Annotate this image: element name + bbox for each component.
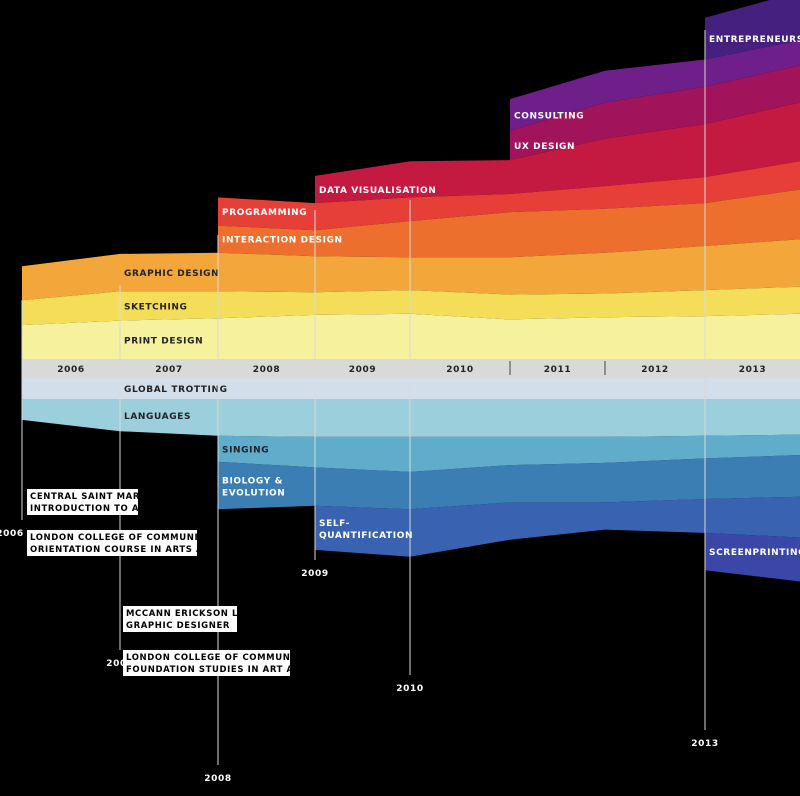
timeline-year-2010: 2010	[446, 365, 473, 375]
card-course: ORIENTATION COURSE IN ARTS AND DESIG	[30, 545, 254, 555]
card-bg	[27, 489, 138, 515]
label-biology-evolution: EVOLUTION	[222, 488, 285, 498]
stream-labels: PRINT DESIGN SKETCHING GRAPHIC DESIGN INTER…	[124, 35, 800, 558]
milestone-year-2008: 2008	[204, 774, 231, 784]
milestone-year-2009: 2009	[301, 569, 328, 579]
label-ux-design: UX DESIGN	[514, 142, 575, 152]
stream-print-design	[22, 313, 800, 359]
card-course: FOUNDATION STUDIES IN ART AND DESIG	[126, 665, 345, 675]
label-entrepreneurship: ENTREPRENEURSHIP	[709, 35, 800, 45]
milestone-year-2007: 2007	[106, 659, 133, 669]
card-org: LONDON COLLEGE OF COMMUNICATION	[126, 653, 333, 663]
label-print-design: PRINT DESIGN	[124, 336, 203, 346]
timeline-band: 2006 2007 2008 2009 2010 2011 2012 2013	[22, 359, 800, 377]
label-data-visualisation: DATA VISUALISATION	[319, 186, 436, 196]
stream-programming	[218, 161, 800, 231]
timeline-year-2009: 2009	[349, 365, 376, 375]
stream-screenprinting	[705, 532, 800, 582]
label-self-quantification: SELF-	[319, 519, 350, 529]
card-bg	[123, 606, 237, 632]
label-singing: SINGING	[222, 445, 269, 455]
label-graphic-design: GRAPHIC DESIGN	[124, 269, 219, 279]
stream-global-trotting	[22, 377, 800, 400]
label-screenprinting: SCREENPRINTING	[709, 548, 800, 558]
timeline-band-bg	[22, 359, 800, 377]
milestone-card-2006-1: LONDON COLLEGE OF COMMUNICATION ORIENTATI…	[27, 530, 254, 556]
milestone-year-2013: 2013	[691, 739, 718, 749]
timeline-year-2012: 2012	[641, 365, 668, 375]
label-languages: LANGUAGES	[124, 412, 191, 422]
card-course: INTRODUCTION TO ADVERTISIN	[30, 504, 195, 514]
stream-biology-evolution	[218, 455, 800, 510]
label-self-quantification: QUANTIFICATION	[319, 531, 413, 541]
stream-ux-design	[510, 65, 800, 161]
stream-singing	[218, 434, 800, 472]
stream-languages	[22, 399, 800, 437]
label-interaction-design: INTERACTION DESIGN	[222, 236, 343, 246]
label-global-trotting: GLOBAL TROTTING	[124, 385, 228, 395]
timeline-year-2013: 2013	[739, 365, 766, 375]
milestone-year-2006: 2006	[0, 529, 24, 539]
stream-entrepreneurship	[705, 0, 800, 60]
stream-sketching	[22, 286, 800, 326]
card-bg	[123, 650, 290, 676]
milestone-card-2007-0: MCCANN ERICKSON LONDO GRAPHIC DESIGNER	[123, 606, 269, 632]
stream-consulting	[510, 40, 800, 131]
card-org: LONDON COLLEGE OF COMMUNICATION	[30, 533, 237, 543]
timeline-year-2011: 2011	[544, 365, 571, 375]
label-sketching: SKETCHING	[124, 302, 188, 312]
label-consulting: CONSULTING	[514, 111, 584, 121]
stream-layers	[22, 0, 800, 582]
stream-self-quantification	[315, 496, 800, 557]
label-programming: PROGRAMMING	[222, 208, 307, 218]
milestone-markers: 2006 2007 2008 2009 2010 2013 CENTRAL SAINT MA…	[0, 30, 718, 784]
timeline-year-2007: 2007	[155, 365, 182, 375]
stream-interaction-design	[218, 189, 800, 258]
milestone-card-2007-1: LONDON COLLEGE OF COMMUNICATION FOUNDATIO…	[123, 650, 345, 676]
card-bg	[27, 530, 197, 556]
milestone-card-2006-0: CENTRAL SAINT MARTINS INTRODUCTION TO ADV…	[27, 489, 195, 515]
milestone-year-2010: 2010	[396, 684, 423, 694]
timeline-year-2006: 2006	[57, 365, 84, 375]
card-org: MCCANN ERICKSON LONDO	[126, 609, 269, 619]
stream-data-visualisation	[315, 102, 800, 204]
label-biology-evolution: BIOLOGY &	[222, 476, 283, 486]
card-org: CENTRAL SAINT MARTINS	[30, 492, 164, 502]
timeline-year-2008: 2008	[253, 365, 280, 375]
stream-graphic-design	[22, 239, 800, 301]
card-course: GRAPHIC DESIGNER	[126, 621, 230, 631]
